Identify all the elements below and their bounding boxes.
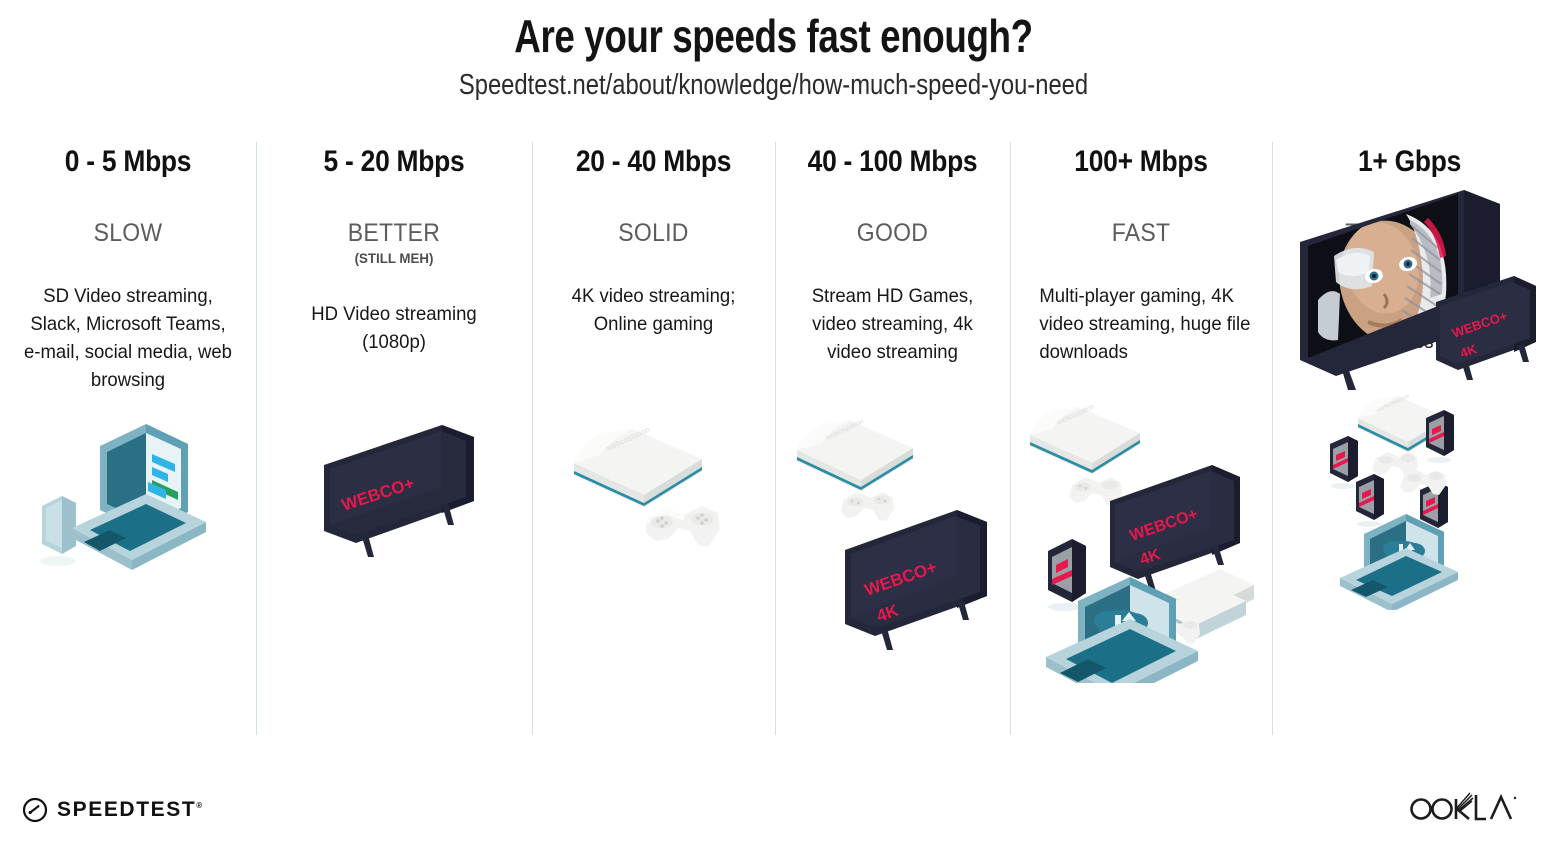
game-controller (1400, 470, 1446, 495)
tv-4k-icon: WEBCO+ 4K (1110, 465, 1240, 591)
tier-illustration-2: WEBCO+ (256, 415, 532, 745)
game-controller (1372, 452, 1418, 477)
page-title: Are your speeds fast enough? (514, 10, 1033, 62)
trademark-mark: ® (196, 801, 203, 810)
ookla-wordmark-icon (1410, 792, 1517, 821)
column-divider (1010, 142, 1011, 735)
laptop-icon (40, 424, 206, 570)
speedtest-wordmark: SPEEDTEST® (57, 798, 203, 821)
tv-4k-icon: WEBCO+ 4K (845, 510, 987, 650)
rating-label: BETTER (347, 219, 441, 247)
speed-tier-column-3: 20 - 40 Mbps SOLID 4K video streaming; O… (532, 135, 775, 745)
laptop-icon (1340, 514, 1458, 610)
game-console: webcostation (574, 425, 702, 507)
column-divider (775, 142, 776, 735)
rating-label: GOOD (856, 219, 929, 247)
phone-icon (1420, 482, 1448, 535)
speed-tier-column-4: 40 - 100 Mbps GOOD Stream HD Games, vide… (775, 135, 1010, 745)
console-tv-group-icon: webcostation WEB (797, 418, 987, 650)
tier-illustration-5: webcostation WEBCO (1010, 403, 1272, 745)
tier-illustration-3: webcostation (532, 415, 775, 745)
game-controller (841, 492, 894, 521)
rating-label: FAST (1111, 219, 1171, 247)
game-controller (646, 506, 720, 547)
speed-range-label: 0 - 5 Mbps (64, 145, 192, 178)
tv-4k-icon: WEBCO+ 4K (1436, 276, 1536, 380)
column-divider (256, 142, 257, 735)
phone-icon (1426, 410, 1454, 463)
column-divider (532, 142, 533, 735)
rating-label: SOLID (618, 219, 689, 247)
all-devices-group-icon: WEBCO+ 4K webcostation (1300, 190, 1536, 610)
console-icon: webcostation (574, 425, 720, 547)
tv-4k-label: 4K (1138, 546, 1163, 569)
tier-description: SD Video streaming, Slack, Microsoft Tea… (24, 284, 232, 392)
speedtest-logo[interactable]: SPEEDTEST® (22, 797, 202, 823)
phone-icon (1048, 539, 1086, 611)
ookla-logo[interactable] (1407, 789, 1519, 823)
speed-tier-columns: 0 - 5 Mbps SLOW SD Video streaming, Slac… (0, 135, 1547, 745)
tier-description: Multi-player gaming, 4K video streaming,… (1039, 284, 1251, 364)
speed-tier-column-2: 5 - 20 Mbps BETTER (STILL MEH) HD Video … (256, 135, 532, 745)
speedometer-icon (22, 797, 48, 823)
column-divider (1272, 142, 1273, 735)
multi-device-group-icon: webcostation WEBCO (1030, 403, 1254, 683)
speed-range-label: 5 - 20 Mbps (323, 145, 465, 178)
speed-tier-column-1: 0 - 5 Mbps SLOW SD Video streaming, Slac… (0, 135, 256, 745)
speed-tier-column-5: 100+ Mbps FAST Multi-player gaming, 4K v… (1010, 135, 1272, 745)
speed-tier-column-6: 1+ Gbps TOO FAST!! (is there such a thin… (1272, 135, 1547, 745)
tier-description: 4K video streaming; Online gaming (571, 284, 736, 335)
footer: SPEEDTEST® (0, 763, 1547, 843)
phone-icon (1356, 474, 1384, 527)
rating-label: SLOW (93, 219, 163, 247)
header: Are your speeds fast enough? Speedtest.n… (0, 0, 1547, 102)
tier-illustration-6: WEBCO+ 4K webcostation (1272, 190, 1547, 745)
game-console: webcostation (797, 418, 913, 491)
game-console: webcostation (1030, 403, 1140, 474)
speed-range-label: 100+ Mbps (1074, 145, 1208, 178)
speed-range-label: 40 - 100 Mbps (807, 145, 978, 178)
tv-4k-label: 4K (1458, 341, 1479, 361)
tier-description: Stream HD Games, video streaming, 4k vid… (811, 284, 974, 364)
laptop-icon (1046, 577, 1198, 683)
phone-icon (40, 496, 76, 566)
tier-illustration-1 (0, 415, 256, 745)
laptop-base (72, 494, 206, 570)
page-subtitle: Speedtest.net/about/knowledge/how-much-s… (458, 68, 1089, 101)
speed-range-label: 1+ Gbps (1357, 145, 1462, 178)
tier-description: HD Video streaming (1080p) (311, 302, 477, 354)
game-controller (1069, 477, 1122, 506)
tier-illustration-4: webcostation WEB (775, 415, 1010, 745)
phone-icon (1330, 436, 1358, 489)
speed-range-label: 20 - 40 Mbps (575, 145, 732, 178)
rating-sublabel: (STILL MEH) (354, 249, 434, 266)
tv-icon: WEBCO+ (324, 425, 474, 557)
